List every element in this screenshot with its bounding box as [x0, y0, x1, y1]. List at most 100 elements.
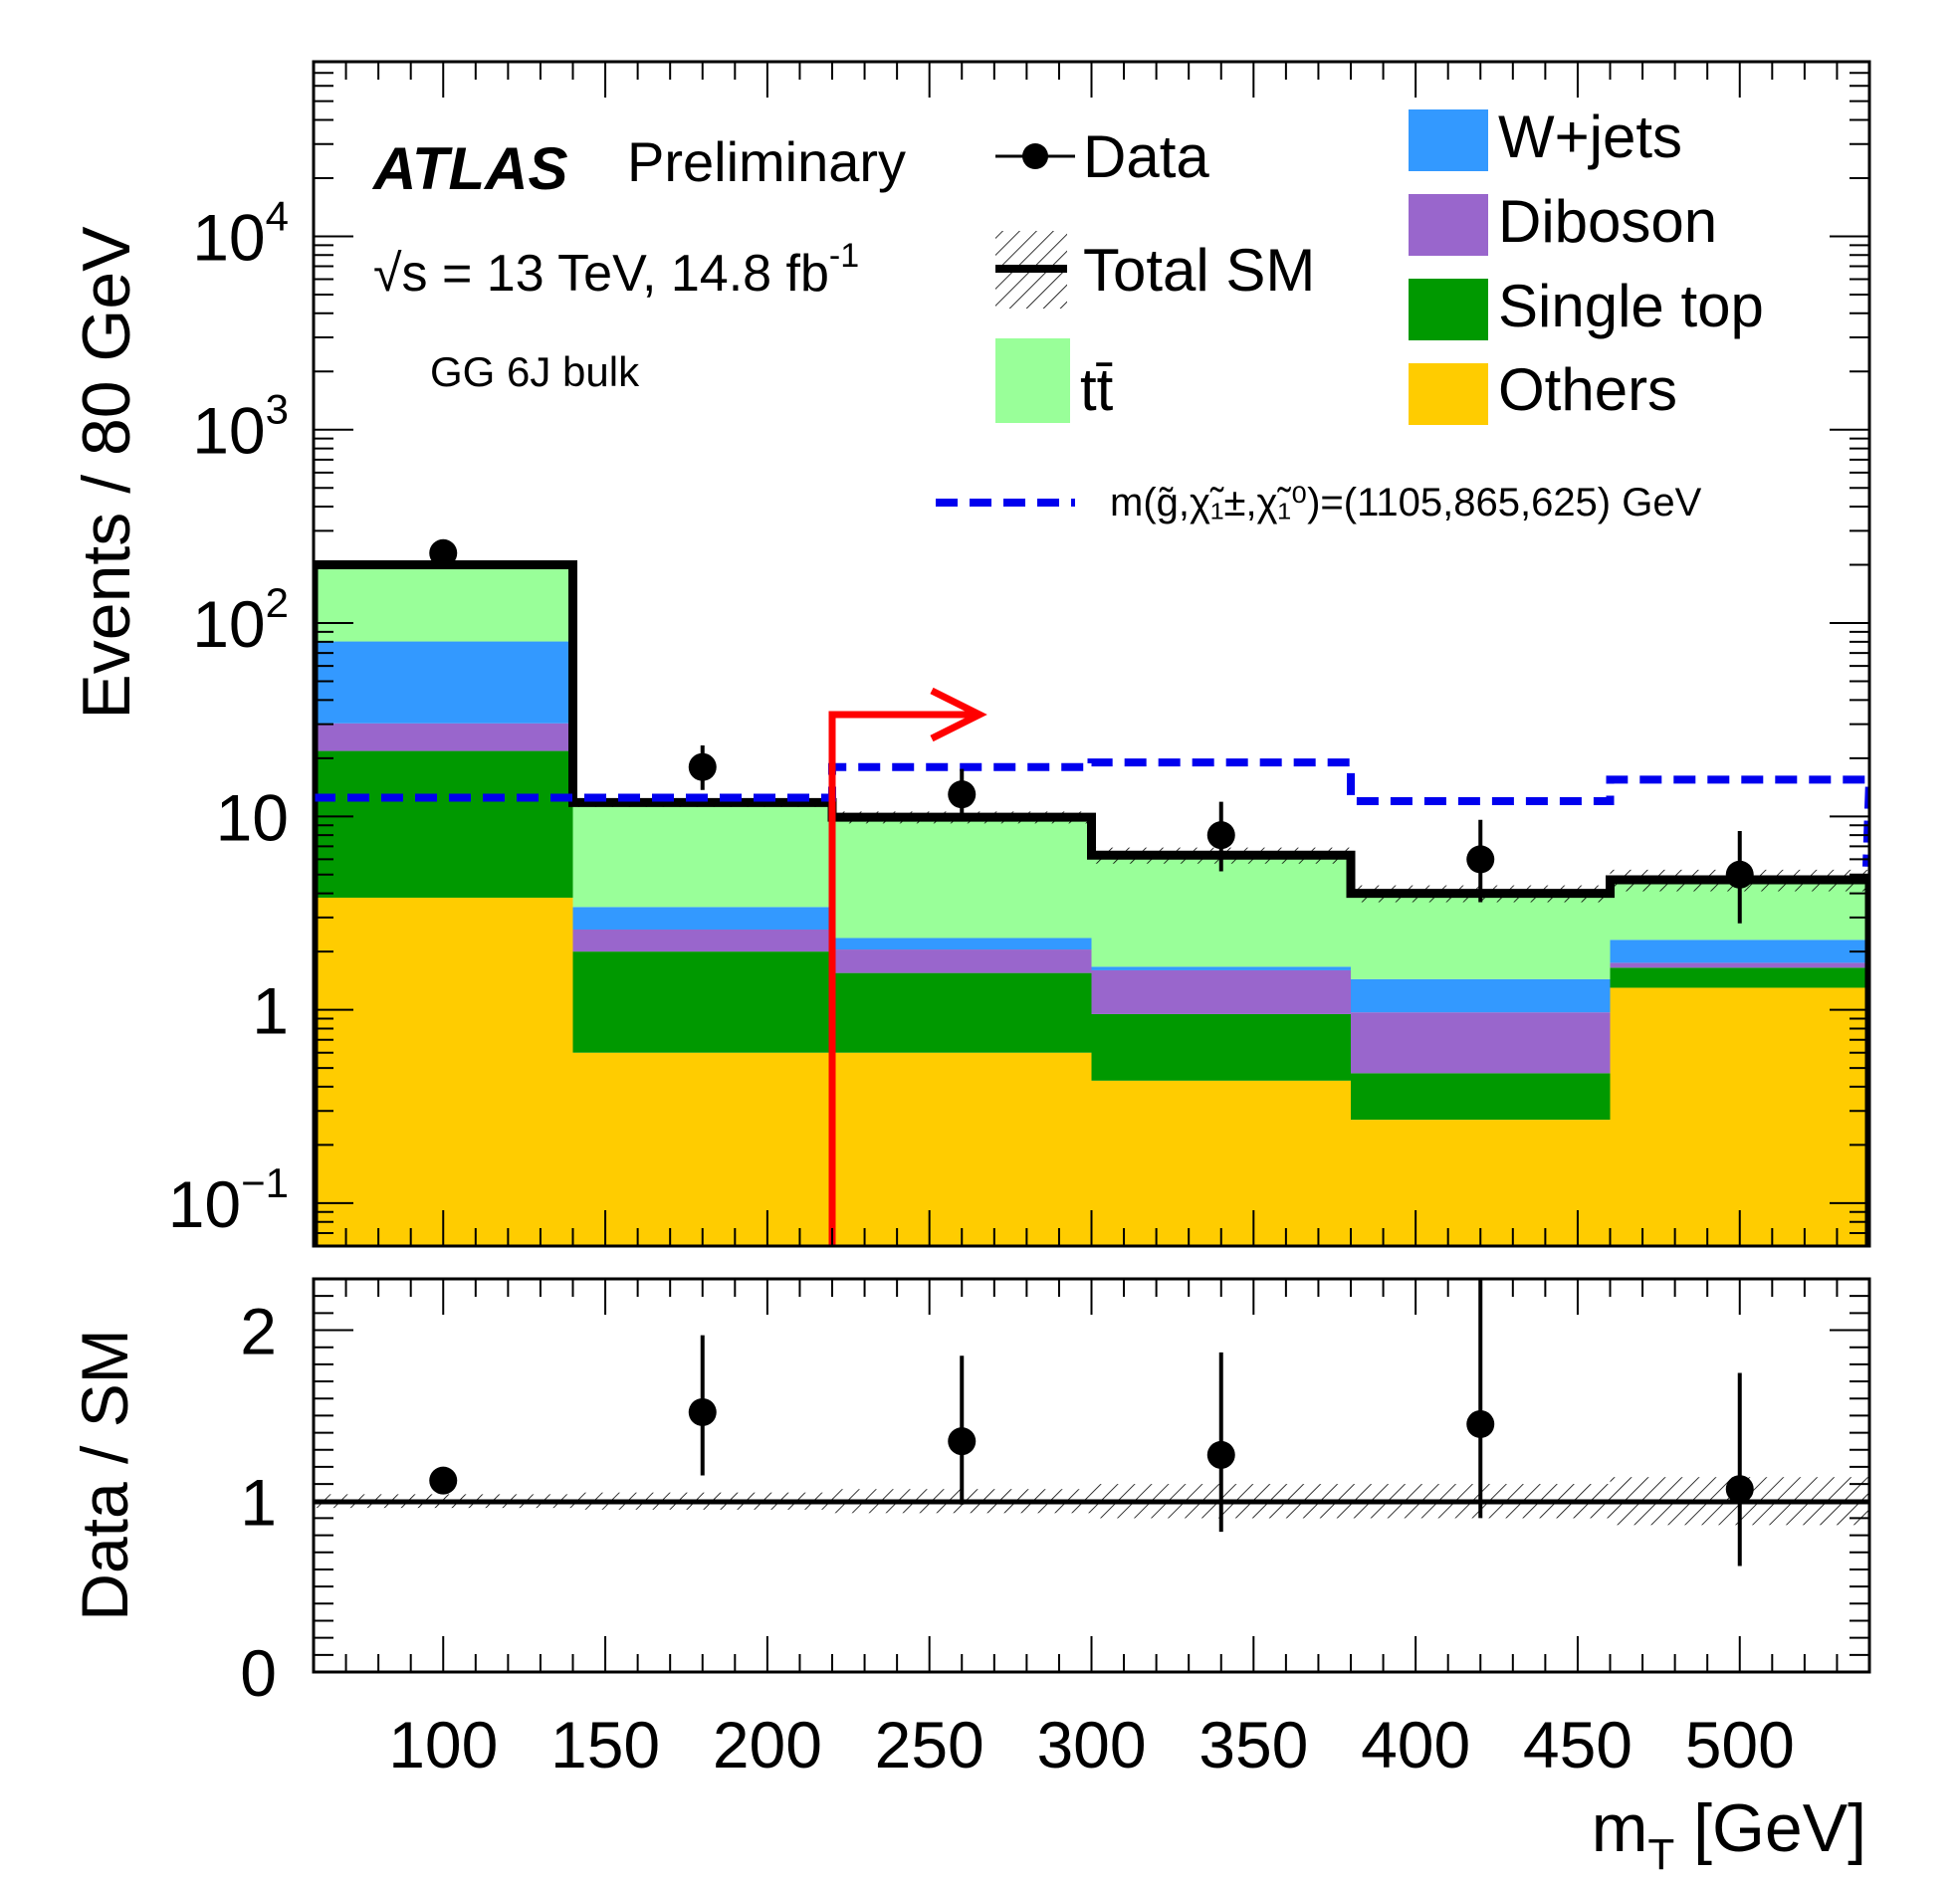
- ratio-y-tick-label-1: 1: [240, 1465, 277, 1539]
- legend-signal-label: m(g̃,χ̃₁±,χ̃₁⁰)=(1105,865,625) GeV: [1110, 481, 1702, 524]
- ratio-point-2: [948, 1427, 977, 1456]
- bar-others-bin-1: [572, 1052, 832, 1246]
- y-tick-label-1: 103: [192, 386, 289, 468]
- legend-single-top-label: Single top: [1498, 273, 1764, 339]
- bar-tt--bin-4: [1351, 892, 1611, 979]
- legend-total-sm-label: Total SM: [1083, 237, 1315, 304]
- bar-w-jets-bin-4: [1351, 978, 1611, 1013]
- y-tick-label-base: 10: [192, 587, 265, 661]
- bar-others-bin-0: [314, 897, 573, 1246]
- legend-wjets-label: W+jets: [1498, 104, 1682, 170]
- x-axis-title-main: m: [1592, 1790, 1648, 1866]
- x-tick-label-150: 150: [550, 1708, 660, 1781]
- bar-tt--bin-2: [832, 817, 1092, 939]
- ratio-point-1: [688, 1397, 717, 1426]
- signal-step: [314, 758, 1869, 867]
- data-point-2: [948, 780, 977, 809]
- legend-entry-others: Others: [1409, 356, 1677, 425]
- legend-ttbar-label: tt̄: [1080, 356, 1114, 423]
- legend-others-swatch: [1409, 363, 1488, 425]
- x-tick-labels: 100 150 200 250 300 350 400 450 500: [388, 1708, 1795, 1781]
- x-tick-label-100: 100: [388, 1708, 498, 1781]
- cut-arrow-head: [930, 687, 987, 742]
- cut-arrow: [828, 687, 987, 1246]
- legend-entry-data: Data: [995, 123, 1209, 190]
- atlas-label: ATLAS: [371, 135, 568, 202]
- data-point-3: [1206, 821, 1235, 850]
- legend-entry-ttbar: tt̄: [995, 338, 1114, 423]
- y-tick-label-2: 102: [192, 579, 289, 661]
- x-axis-title: mT [GeV]: [1592, 1790, 1866, 1879]
- x-tick-label-400: 400: [1361, 1708, 1470, 1781]
- ratio-points: [429, 1279, 1754, 1567]
- ratio-y-tick-labels: 0 1 2: [240, 1295, 277, 1710]
- data-points: [429, 538, 1754, 924]
- region-label: GG 6J bulk: [430, 348, 640, 395]
- cut-arrow-line: [828, 711, 977, 1246]
- y-axis-title: Events / 80 GeV: [69, 226, 144, 720]
- atlas-sublabel: Preliminary: [627, 130, 906, 193]
- bar-single-top-bin-4: [1351, 1073, 1611, 1121]
- bar-single-top-bin-1: [572, 951, 832, 1053]
- y-tick-label-3: 10: [216, 780, 289, 854]
- y-tick-label-exp: −1: [241, 1159, 289, 1206]
- legend-others-label: Others: [1498, 356, 1677, 423]
- x-tick-label-250: 250: [875, 1708, 984, 1781]
- x-tick-label-450: 450: [1523, 1708, 1633, 1781]
- energy-label-text: √s = 13 TeV, 14.8 fb: [373, 245, 829, 303]
- legend-entry-single-top: Single top: [1409, 273, 1764, 340]
- legend-entry-total-sm: Total SM: [995, 231, 1315, 309]
- data-point-5: [1725, 860, 1754, 889]
- data-point-0: [429, 538, 458, 567]
- bar-w-jets-bin-3: [1091, 966, 1351, 970]
- legend-data-marker: [1022, 143, 1048, 169]
- bar-diboson-bin-2: [832, 949, 1092, 973]
- y-tick-label-base: 10: [192, 200, 265, 274]
- main-axis-ticks: [313, 61, 1870, 1247]
- ratio-point-0: [429, 1466, 458, 1495]
- y-tick-label-base: 1: [252, 974, 289, 1048]
- bar-diboson-bin-0: [314, 723, 573, 751]
- signal-line: [314, 758, 1869, 867]
- ratio-point-3: [1206, 1440, 1235, 1469]
- bar-others-bin-5: [1610, 987, 1869, 1246]
- x-tick-label-200: 200: [713, 1708, 822, 1781]
- stacked-histogram: [314, 564, 1869, 1246]
- y-tick-label-exp: 4: [266, 192, 289, 239]
- bar-others-bin-4: [1351, 1120, 1611, 1246]
- y-tick-label-base: 10: [192, 394, 265, 468]
- data-point-4: [1466, 845, 1495, 874]
- energy-label: √s = 13 TeV, 14.8 fb-1: [373, 237, 859, 303]
- legend-entry-diboson: Diboson: [1409, 188, 1717, 256]
- bar-diboson-bin-5: [1610, 962, 1869, 968]
- bar-others-bin-2: [832, 1052, 1092, 1246]
- y-tick-label-exp: 2: [266, 579, 289, 626]
- bar-w-jets-bin-1: [572, 907, 832, 930]
- total-sm-step: [314, 560, 1869, 1246]
- y-tick-label-0: 104: [192, 192, 289, 274]
- y-tick-label-exp: 3: [266, 386, 289, 433]
- bar-diboson-bin-3: [1091, 969, 1351, 1014]
- y-tick-label-4: 1: [252, 974, 289, 1048]
- bar-tt--bin-1: [572, 802, 832, 908]
- legend-diboson-label: Diboson: [1498, 188, 1717, 255]
- ratio-point-4: [1466, 1409, 1495, 1438]
- total-sm-line: [314, 560, 1869, 1246]
- bar-others-bin-3: [1091, 1080, 1351, 1246]
- legend-diboson-swatch: [1409, 194, 1488, 256]
- energy-label-exp: -1: [829, 237, 859, 275]
- bar-single-top-bin-0: [314, 750, 573, 898]
- bar-w-jets-bin-2: [832, 938, 1092, 950]
- ratio-point-5: [1725, 1475, 1754, 1504]
- legend-single-top-swatch: [1409, 279, 1488, 340]
- bar-single-top-bin-5: [1610, 967, 1869, 988]
- bar-single-top-bin-3: [1091, 1013, 1351, 1081]
- y-tick-label-base: 10: [216, 780, 289, 854]
- legend-entry-signal: m(g̃,χ̃₁±,χ̃₁⁰)=(1105,865,625) GeV: [936, 481, 1702, 524]
- ratio-y-axis-title: Data / SM: [68, 1329, 141, 1620]
- legend-wjets-swatch: [1409, 109, 1488, 171]
- y-tick-label-5: 10−1: [168, 1159, 289, 1241]
- x-tick-label-500: 500: [1685, 1708, 1795, 1781]
